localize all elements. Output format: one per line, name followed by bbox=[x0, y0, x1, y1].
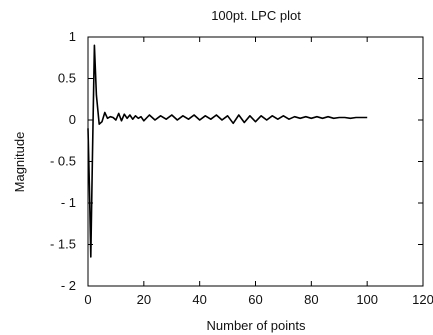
y-tick-label: - 1.5 bbox=[50, 237, 76, 252]
x-tick-label: 60 bbox=[248, 292, 262, 307]
x-axis-label: Number of points bbox=[207, 318, 306, 333]
y-tick-label: - 1 bbox=[61, 195, 76, 210]
chart-title: 100pt. LPC plot bbox=[211, 8, 301, 23]
y-axis: 1 0.5 0 - 0.5 - 1 - 1.5 - 2 bbox=[50, 29, 423, 293]
y-tick-label: - 2 bbox=[61, 278, 76, 293]
y-tick-label: 0 bbox=[69, 112, 76, 127]
x-tick-label: 20 bbox=[137, 292, 151, 307]
y-tick-label: - 0.5 bbox=[50, 154, 76, 169]
y-tick-label: 0.5 bbox=[58, 71, 76, 86]
x-tick-label: 80 bbox=[304, 292, 318, 307]
plot-area-frame bbox=[87, 36, 424, 287]
x-tick-label: 100 bbox=[356, 292, 378, 307]
x-axis: 0 20 40 60 80 100 120 bbox=[84, 37, 433, 307]
y-axis-label: Magnitude bbox=[12, 132, 27, 193]
lpc-series-line bbox=[87, 44, 368, 258]
x-tick-label: 40 bbox=[192, 292, 206, 307]
x-tick-label: 0 bbox=[84, 292, 91, 307]
y-tick-label: 1 bbox=[69, 29, 76, 44]
x-tick-label: 120 bbox=[412, 292, 433, 307]
